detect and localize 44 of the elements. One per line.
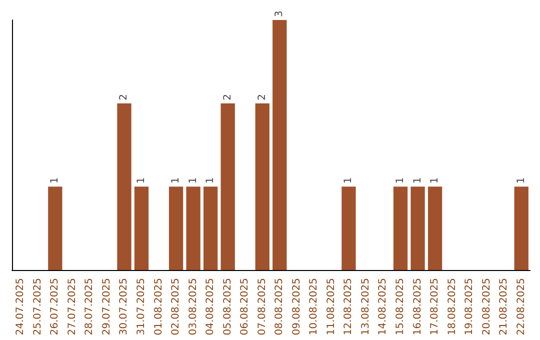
- x-tick-label: 09.08.2025: [291, 278, 302, 336]
- x-tick-label: 18.08.2025: [446, 278, 458, 336]
- x-tick-label: 13.08.2025: [360, 278, 372, 336]
- data-label: 1: [395, 177, 406, 184]
- data-label: 2: [222, 94, 234, 100]
- x-tick-label: 04.08.2025: [205, 278, 216, 336]
- x-tick-label: 07.08.2025: [256, 278, 268, 336]
- x-tick-label: 14.08.2025: [378, 278, 389, 336]
- data-label: 2: [118, 94, 130, 100]
- data-label: 1: [50, 177, 61, 184]
- x-tick-label: 10.08.2025: [308, 278, 320, 336]
- data-label: 1: [343, 177, 354, 184]
- x-tick-label: 27.07.2025: [66, 278, 78, 336]
- x-tick-label: 06.08.2025: [240, 278, 251, 336]
- data-label: 3: [274, 10, 286, 17]
- x-tick-label: 21.08.2025: [498, 278, 510, 336]
- data-label: 1: [430, 177, 441, 184]
- x-tick-label: 02.08.2025: [170, 278, 182, 336]
- x-tick-label: 17.08.2025: [430, 278, 441, 336]
- x-tick-label: 30.07.2025: [118, 278, 130, 336]
- x-tick-label: 25.07.2025: [32, 278, 44, 336]
- x-tick-label: 29.07.2025: [101, 278, 112, 336]
- x-tick-label: 16.08.2025: [412, 278, 424, 336]
- data-label: 1: [188, 177, 199, 184]
- x-tick-label: 20.08.2025: [481, 278, 492, 336]
- x-tick-label: 05.08.2025: [222, 278, 234, 336]
- data-label: 1: [205, 177, 216, 184]
- data-label: 1: [170, 177, 182, 184]
- data-label: 2: [256, 94, 268, 100]
- x-tick-label: 08.08.2025: [274, 278, 286, 336]
- x-tick-label: 12.08.2025: [343, 278, 354, 336]
- x-tick-label: 03.08.2025: [188, 278, 199, 336]
- data-label: 1: [136, 177, 147, 184]
- x-tick-label: 01.08.2025: [153, 278, 164, 336]
- x-tick-label: 22.08.2025: [516, 278, 527, 336]
- x-tick-label: 31.07.2025: [136, 278, 147, 336]
- x-tick-label: 24.07.2025: [15, 278, 26, 336]
- x-tick-label: 28.07.2025: [84, 278, 96, 336]
- x-tick-label: 26.07.2025: [50, 278, 61, 336]
- x-tick-label: 19.08.2025: [464, 278, 476, 336]
- x-tick-label: 11.08.2025: [326, 278, 337, 336]
- data-label: 1: [412, 177, 424, 184]
- data-label: 1: [516, 177, 527, 184]
- x-tick-label: 15.08.2025: [395, 278, 406, 336]
